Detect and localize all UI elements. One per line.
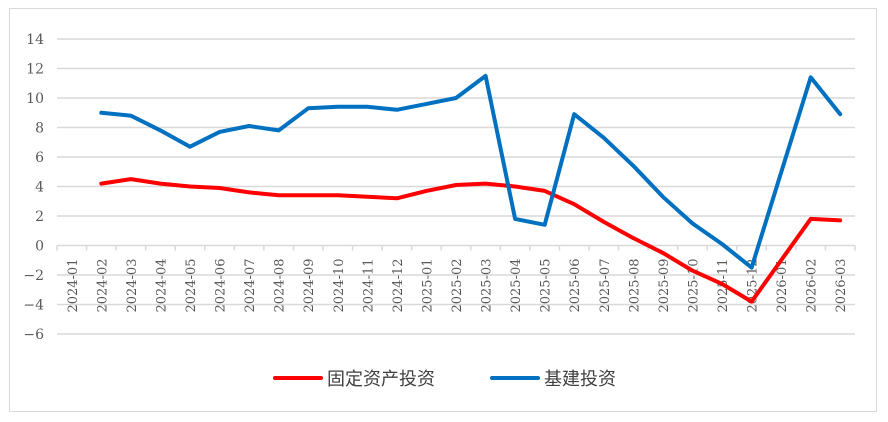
y-tick-label: 4 [35,180,44,196]
x-tick-label: 2025-01 [420,259,435,313]
y-tick-label: 8 [35,121,44,137]
x-tick-label: 2024-06 [214,259,229,313]
x-tick-label: 2024-12 [391,259,406,313]
legend: 固定资产投资 基建投资 [273,369,616,390]
x-tick-label: 2024-07 [243,259,258,313]
series-line-1 [99,73,843,270]
x-tick-label: 2026-03 [834,259,849,313]
x-tick-label: 2024-09 [302,259,317,313]
x-tick-label: 2024-04 [154,259,169,313]
x-tick-label: 2025-09 [657,259,672,313]
legend-label-1: 基建投资 [544,369,616,390]
x-tick-label: 2025-07 [598,259,613,313]
chart-frame [9,8,877,412]
x-tick-label: 2024-02 [95,259,110,313]
x-tick-label: 2024-11 [361,259,376,313]
x-tick-label: 2025-05 [539,259,554,313]
x-tick-label: 2025-03 [480,259,495,313]
x-tick-label: 2024-01 [66,259,81,313]
legend-label-0: 固定资产投资 [327,369,435,390]
x-tick-label: 2026-01 [775,259,790,313]
y-tick-label: −4 [23,298,44,314]
x-tick-label: 2025-02 [450,259,465,313]
x-tick-label: 2024-05 [184,259,199,313]
y-tick-label: 2 [35,209,44,225]
x-tick-label: 2025-06 [568,259,583,313]
series-lines [99,73,843,304]
y-tick-label: 10 [26,91,44,107]
gridlines [57,38,855,335]
x-tick-label: 2025-08 [627,259,642,313]
x-axis: 2024-01 2024-02 2024-03 2024-04 2024-05 2024-… [56,244,856,313]
x-tick-label: 2026-02 [805,259,820,313]
y-tick-label: 12 [26,62,44,78]
y-axis-ticks: 14 12 10 8 6 4 2 0 −2 −4 −6 [23,32,44,343]
x-tick-label: 2024-08 [273,259,288,313]
y-tick-label: 0 [35,239,44,255]
y-tick-label: 6 [35,150,44,166]
x-tick-label: 2024-03 [125,259,140,313]
y-tick-label: 14 [26,32,44,48]
y-tick-label: −6 [23,327,44,343]
x-tick-label: 2024-10 [332,259,347,313]
x-tick-label: 2025-04 [509,259,524,313]
y-tick-label: −2 [23,268,44,284]
